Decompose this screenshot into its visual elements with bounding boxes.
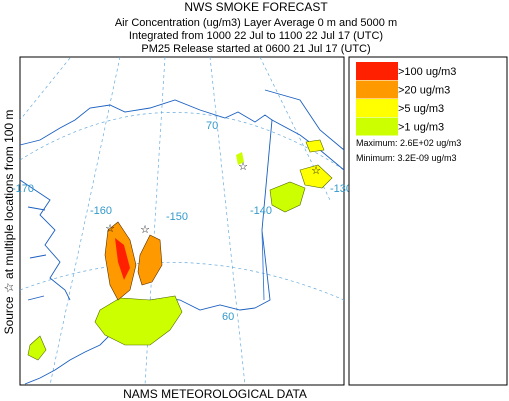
- source-star: ☆: [105, 223, 115, 235]
- graticule: [19, 56, 345, 386]
- source-star: ☆: [311, 165, 321, 177]
- legend-entries: >100 ug/m3 >20 ug/m3 >5 ug/m3 >1 ug/m3: [356, 62, 456, 136]
- graticule-label: -170: [12, 183, 34, 195]
- graticule-label: 60: [222, 311, 234, 323]
- legend-swatch: [356, 117, 398, 136]
- legend-label: >100 ug/m3: [398, 66, 456, 78]
- legend-label: >1 ug/m3: [398, 122, 444, 134]
- map: ☆ ☆ ☆ ☆ -170 -160 -150 -140 -130 70 60: [12, 56, 352, 386]
- source-star: ☆: [140, 224, 150, 236]
- coastline: [19, 89, 345, 385]
- legend-label: >5 ug/m3: [398, 103, 444, 115]
- subtitle: PM25 Release started at 0600 21 Jul 17 (…: [141, 43, 370, 55]
- footer: NAMS METEOROLOGICAL DATA: [123, 387, 307, 401]
- graticule-label: -160: [90, 205, 112, 217]
- legend-label: >20 ug/m3: [398, 85, 450, 97]
- legend-frame: [348, 56, 508, 386]
- graticule-label: -150: [166, 211, 188, 223]
- map-frame: [19, 56, 345, 386]
- subtitle: Air Concentration (ug/m3) Layer Average …: [115, 17, 397, 29]
- graticule-label: -130: [330, 183, 352, 195]
- legend-maximum: Maximum: 2.6E+02 ug/m3: [356, 138, 461, 148]
- graticule-label: 70: [206, 120, 218, 132]
- subtitle: Integrated from 1000 22 Jul to 1100 22 J…: [129, 30, 383, 42]
- sources: ☆ ☆ ☆ ☆: [105, 161, 321, 236]
- legend: >100 ug/m3 >20 ug/m3 >5 ug/m3 >1 ug/m3 Maxi…: [348, 56, 508, 386]
- smoke-plumes: [27, 139, 333, 361]
- graticule-label: -140: [250, 205, 272, 217]
- legend-swatch: [356, 80, 398, 99]
- legend-swatch: [356, 99, 398, 117]
- legend-minimum: Minimum: 3.2E-09 ug/m3: [356, 153, 457, 163]
- title: NWS SMOKE FORECAST: [184, 0, 328, 14]
- source-star: ☆: [238, 161, 248, 173]
- legend-swatch: [356, 62, 398, 80]
- side-label: Source ☆ at multiple locations from 100 …: [2, 110, 16, 335]
